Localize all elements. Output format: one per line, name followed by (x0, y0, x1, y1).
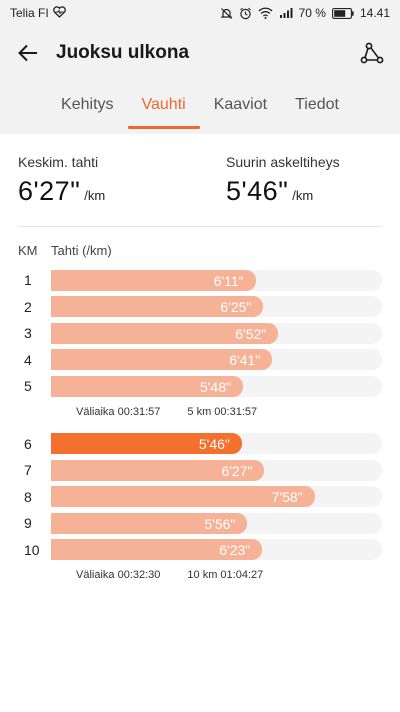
pace-bar-track: 7'58" (51, 486, 382, 508)
route-icon[interactable] (358, 39, 386, 67)
split-km: 4 (24, 351, 32, 368)
header-area: Telia FI 70 % 14.41 (0, 0, 400, 134)
split-km: 10 (24, 541, 40, 558)
avg-pace-unit: /km (84, 188, 106, 203)
avg-pace-value: 6'27" (18, 176, 81, 206)
split-time: Väliaika 00:31:57 (76, 405, 161, 418)
max-cadence-label: Suurin askeltiheys (226, 154, 340, 170)
pace-value: 5'56" (204, 515, 236, 532)
pace-bar-track: 6'52" (51, 322, 382, 344)
max-cadence-value: 5'46" (226, 176, 289, 206)
split-row: 7 6'27" (18, 457, 382, 484)
pace-value: 6'27" (221, 462, 253, 479)
tab-vauhti[interactable]: Vauhti (127, 96, 200, 129)
tab-kehitys[interactable]: Kehitys (61, 96, 114, 113)
pace-value: 6'52" (235, 325, 267, 342)
pace-table-header: KM Tahti (/km) (0, 227, 400, 267)
split-km: 1 (24, 272, 32, 289)
max-cadence-unit: /km (292, 188, 314, 203)
pace-value: 5'46" (198, 436, 230, 453)
split-row: 5 5'48" (18, 373, 382, 400)
app-bar: Juoksu ulkona (0, 26, 400, 80)
divider (18, 226, 382, 227)
pace-bar: 6'23" (51, 539, 263, 561)
pace-bar-track: 5'48" (51, 375, 382, 397)
pace-bar-track: 6'11" (51, 269, 382, 291)
pace-bar: 6'27" (51, 459, 265, 481)
pace-bar: 5'56" (51, 512, 248, 534)
split-row: 8 7'58" (18, 484, 382, 511)
pace-summary: Keskim. tahti 6'27"/km Suurin askeltihey… (0, 134, 400, 226)
split-row: 4 6'41" (18, 347, 382, 374)
split-row: 2 6'25" (18, 294, 382, 321)
pace-bar-track: 5'56" (51, 512, 382, 534)
split-km: 5 (24, 378, 32, 395)
split-km: 2 (24, 298, 32, 315)
pace-bar: 7'58" (51, 486, 315, 508)
split-km: 7 (24, 462, 32, 479)
cumulative-time: 10 km 01:04:27 (187, 569, 264, 581)
pace-bar: 6'25" (51, 296, 264, 318)
split-summary: Väliaika 00:31:57 5 km 00:31:57 (18, 400, 382, 431)
heart-monitor-icon (52, 5, 66, 21)
tab-tiedot[interactable]: Tiedot (295, 96, 339, 113)
pace-bar: 6'11" (51, 269, 256, 291)
carrier-label: Telia FI (10, 6, 49, 20)
pace-value: 6'23" (219, 542, 251, 559)
battery-icon (332, 7, 354, 19)
split-row: 1 6'11" (18, 267, 382, 294)
pace-value: 6'25" (220, 299, 252, 316)
split-km: 6 (24, 435, 32, 452)
pace-bar-track: 6'27" (51, 459, 382, 481)
pace-bar-track: 6'23" (51, 539, 382, 561)
clock: 14.41 (359, 6, 390, 20)
split-km: 9 (24, 515, 32, 532)
pace-value: 7'58" (271, 489, 303, 506)
back-arrow-icon[interactable] (14, 39, 42, 67)
pace-bar: 6'52" (51, 322, 279, 344)
page-title: Juoksu ulkona (56, 42, 190, 63)
pace-table: 1 6'11" 2 6'25" 3 6'52" 4 6'41" 5 5'48" Väliaika 0… (0, 267, 400, 594)
tab-bar: Kehitys Vauhti Kaaviot Tiedot (0, 80, 400, 134)
pace-value: 5'48" (199, 378, 231, 395)
pace-value: 6'11" (213, 272, 244, 289)
column-km: KM (18, 243, 38, 258)
pace-bar-fastest: 5'46" (51, 433, 242, 455)
mute-icon (220, 7, 233, 20)
avg-pace-block: Keskim. tahti 6'27"/km (18, 154, 174, 226)
split-row: 6 5'46" (18, 431, 382, 458)
alarm-icon (239, 7, 252, 20)
split-km: 8 (24, 488, 32, 505)
split-row: 9 5'56" (18, 510, 382, 537)
column-pace: Tahti (/km) (51, 243, 112, 258)
split-row: 3 6'52" (18, 320, 382, 347)
pace-bar: 6'41" (51, 349, 273, 371)
pace-bar: 5'48" (51, 375, 243, 397)
pace-bar-track: 6'41" (51, 349, 382, 371)
status-bar: Telia FI 70 % 14.41 (0, 0, 400, 26)
wifi-icon (258, 7, 273, 19)
split-km: 3 (24, 325, 32, 342)
signal-icon (279, 7, 293, 19)
pace-bar-track: 5'46" (51, 433, 382, 455)
pace-value: 6'41" (229, 352, 261, 369)
split-row: 10 6'23" (18, 537, 382, 564)
tab-kaaviot[interactable]: Kaaviot (213, 96, 268, 113)
split-time: Väliaika 00:32:30 (76, 569, 161, 581)
split-summary: Väliaika 00:32:30 10 km 01:04:27 (18, 563, 382, 594)
max-cadence-block: Suurin askeltiheys 5'46"/km (174, 154, 382, 226)
pace-bar-track: 6'25" (51, 296, 382, 318)
avg-pace-label: Keskim. tahti (18, 154, 99, 170)
cumulative-time: 5 km 00:31:57 (187, 405, 258, 418)
battery-percent: 70 % (298, 6, 326, 20)
